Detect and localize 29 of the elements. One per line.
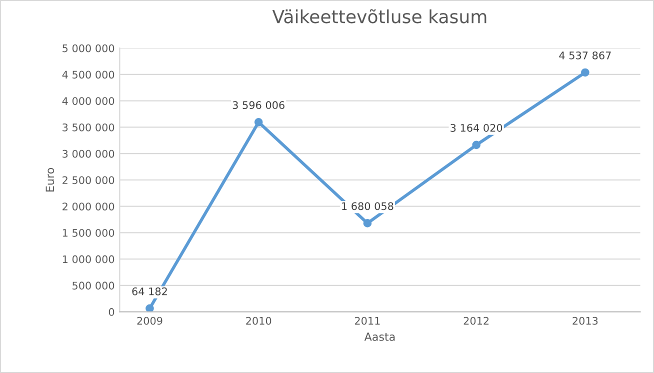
point — [146, 304, 154, 312]
y-tick-label: 0 — [108, 308, 114, 316]
point — [472, 140, 480, 150]
y-tick-label: 4 500 000 — [62, 70, 114, 79]
y-axis-title: Euro — [46, 168, 54, 192]
point — [363, 219, 372, 228]
x-tick-label: 2010 — [246, 316, 272, 325]
data-label: 3 164 020 — [450, 124, 502, 132]
y-tick-label: 2 500 000 — [62, 176, 114, 184]
point — [254, 118, 263, 126]
x-tick-label: 2011 — [354, 316, 380, 325]
y-tick-label: 3 500 000 — [62, 123, 114, 132]
data-label: 1 680 058 — [342, 202, 394, 210]
x-axis-title: Aasta — [364, 332, 395, 341]
data-label: 3 596 006 — [232, 101, 284, 110]
x-tick-label: 2009 — [137, 316, 162, 325]
y-tick-label: 500 000 — [72, 282, 114, 290]
x-tick-label: 2012 — [464, 316, 489, 325]
data-label: 4 537 867 — [559, 51, 611, 60]
point — [581, 68, 590, 77]
y-tick-label: 5 000 000 — [62, 44, 114, 52]
data-label: 64 182 — [132, 287, 167, 296]
x-tick-label: 2013 — [572, 316, 598, 325]
chart-title: Väikeettevõtluse kasum — [272, 9, 486, 24]
y-tick-label: 1 500 000 — [62, 228, 114, 237]
y-tick-label: 2 000 000 — [62, 202, 114, 210]
y-tick-label: 3 000 000 — [62, 150, 114, 158]
y-tick-label: 1 000 000 — [62, 255, 114, 264]
y-tick-label: 4 000 000 — [62, 97, 114, 105]
